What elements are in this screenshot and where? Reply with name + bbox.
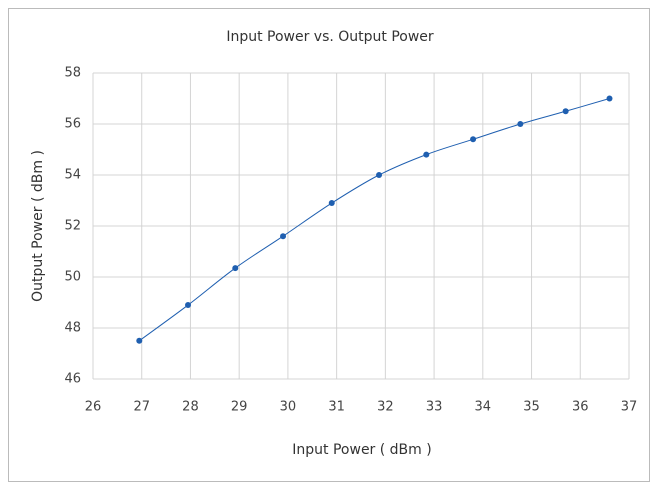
y-tick-label: 52	[64, 219, 81, 234]
data-point	[423, 151, 430, 158]
chart-title: Input Power vs. Output Power	[226, 29, 434, 45]
x-tick-label: 29	[231, 400, 248, 415]
data-point	[280, 233, 287, 240]
y-tick-label: 48	[64, 321, 81, 336]
chart-border	[8, 8, 650, 482]
x-tick-label: 34	[475, 400, 492, 415]
y-tick-label: 54	[64, 168, 81, 183]
data-point	[136, 337, 143, 344]
x-tick-label: 30	[280, 400, 297, 415]
x-tick-label: 26	[85, 400, 102, 415]
x-tick-label: 35	[523, 400, 540, 415]
data-point	[376, 172, 383, 178]
x-tick-label: 31	[328, 400, 345, 415]
x-tick-label: 33	[426, 400, 443, 415]
data-point	[232, 265, 239, 272]
data-point	[517, 121, 524, 127]
x-tick-label: 36	[572, 400, 589, 415]
data-point	[328, 200, 335, 207]
x-tick-label: 32	[377, 400, 394, 415]
data-point	[470, 136, 477, 143]
y-tick-label: 58	[64, 66, 81, 81]
y-axis-label: Output Power ( dBm )	[30, 150, 46, 302]
data-point	[562, 108, 569, 115]
y-tick-label: 50	[64, 270, 81, 285]
data-point	[606, 95, 613, 102]
x-tick-label: 37	[621, 400, 638, 415]
x-tick-label: 27	[133, 400, 150, 415]
x-tick-label: 28	[182, 400, 199, 415]
y-tick-label: 46	[64, 372, 81, 387]
x-axis-label: Input Power ( dBm )	[292, 442, 431, 458]
y-tick-label: 56	[64, 117, 81, 132]
data-point	[185, 302, 192, 309]
